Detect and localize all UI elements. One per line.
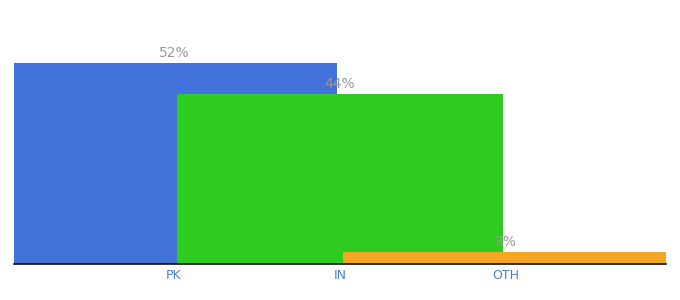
Bar xyxy=(177,94,503,264)
Text: 44%: 44% xyxy=(324,76,356,91)
Text: 52%: 52% xyxy=(158,46,189,60)
Text: 3%: 3% xyxy=(495,235,517,249)
Bar xyxy=(343,252,669,264)
Bar xyxy=(11,63,337,264)
